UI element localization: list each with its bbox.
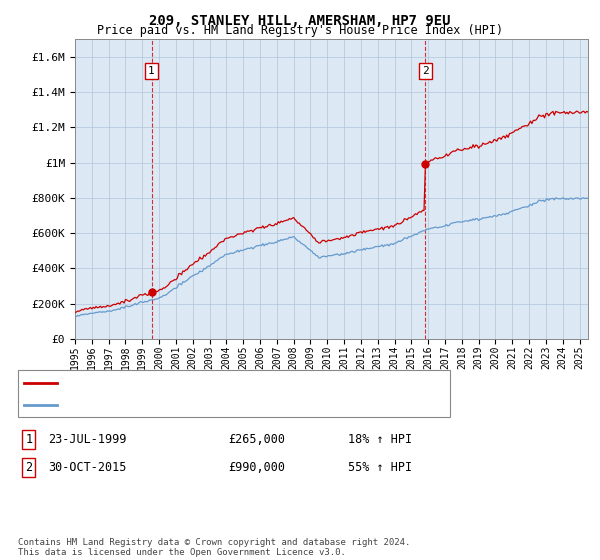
Text: 1: 1 [25,433,32,446]
Text: 23-JUL-1999: 23-JUL-1999 [48,433,127,446]
Text: 209, STANLEY HILL, AMERSHAM, HP7 9EU (detached house): 209, STANLEY HILL, AMERSHAM, HP7 9EU (de… [63,378,394,388]
Text: 2: 2 [25,461,32,474]
Text: 30-OCT-2015: 30-OCT-2015 [48,461,127,474]
Text: 209, STANLEY HILL, AMERSHAM, HP7 9EU: 209, STANLEY HILL, AMERSHAM, HP7 9EU [149,14,451,28]
Text: 18% ↑ HPI: 18% ↑ HPI [348,433,412,446]
Text: 1: 1 [148,66,155,76]
Text: £265,000: £265,000 [228,433,285,446]
Text: 55% ↑ HPI: 55% ↑ HPI [348,461,412,474]
Text: £990,000: £990,000 [228,461,285,474]
Text: Contains HM Land Registry data © Crown copyright and database right 2024.
This d: Contains HM Land Registry data © Crown c… [18,538,410,557]
Text: HPI: Average price, detached house, Buckinghamshire: HPI: Average price, detached house, Buck… [63,400,382,410]
Text: Price paid vs. HM Land Registry's House Price Index (HPI): Price paid vs. HM Land Registry's House … [97,24,503,37]
Text: 2: 2 [422,66,429,76]
